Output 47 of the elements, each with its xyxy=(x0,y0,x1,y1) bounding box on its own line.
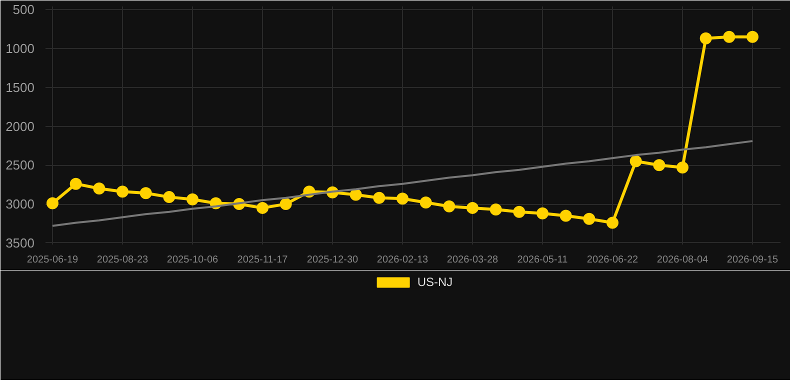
x-tick-label: 2026-05-11 xyxy=(517,254,568,266)
point xyxy=(140,187,152,200)
line-series xyxy=(52,140,754,227)
y-tick-label: 3000 xyxy=(6,196,34,212)
point xyxy=(116,186,128,198)
point xyxy=(630,155,642,168)
point xyxy=(723,30,736,43)
legend-label: US-NJ xyxy=(417,275,453,289)
x-tick-label: 2026-03-28 xyxy=(446,254,499,266)
point xyxy=(420,196,432,208)
point xyxy=(536,207,548,220)
point xyxy=(280,198,292,210)
x-tick-label: 2025-08-23 xyxy=(96,254,149,266)
point xyxy=(70,178,82,190)
x-tick-label: 2025-12-30 xyxy=(306,254,359,266)
point xyxy=(46,197,58,210)
x-tick-label: 2026-02-13 xyxy=(376,254,429,266)
point xyxy=(256,202,268,214)
point xyxy=(676,162,688,174)
point xyxy=(396,192,408,205)
point xyxy=(186,193,198,206)
point xyxy=(746,30,758,43)
point xyxy=(490,204,502,216)
point xyxy=(443,200,456,212)
y-tick-label: 2000 xyxy=(6,118,34,134)
y-tick-label: 500 xyxy=(12,2,35,18)
point xyxy=(583,212,596,225)
point xyxy=(93,182,106,194)
point xyxy=(560,210,572,222)
point xyxy=(163,191,176,204)
point xyxy=(350,188,362,201)
x-tick-label: 2026-06-22 xyxy=(586,254,639,266)
y-tick-label: 1000 xyxy=(6,41,34,56)
x-tick-label: 2025-10-06 xyxy=(166,254,219,266)
y-tick-label: 2500 xyxy=(6,158,34,173)
x-tick-label: 2026-08-04 xyxy=(656,254,709,266)
y-tick-label: 3500 xyxy=(6,235,34,250)
x-tick-label: 2025-06-19 xyxy=(26,254,79,266)
point xyxy=(606,216,618,229)
point xyxy=(466,202,478,214)
point xyxy=(373,192,386,204)
x-tick-label: 2026-09-15 xyxy=(726,254,779,266)
x-tick-label: 2025-11-17 xyxy=(237,254,288,266)
point xyxy=(700,32,712,44)
point xyxy=(653,159,666,172)
point xyxy=(513,206,526,218)
y-tick-label: 1500 xyxy=(6,80,34,95)
